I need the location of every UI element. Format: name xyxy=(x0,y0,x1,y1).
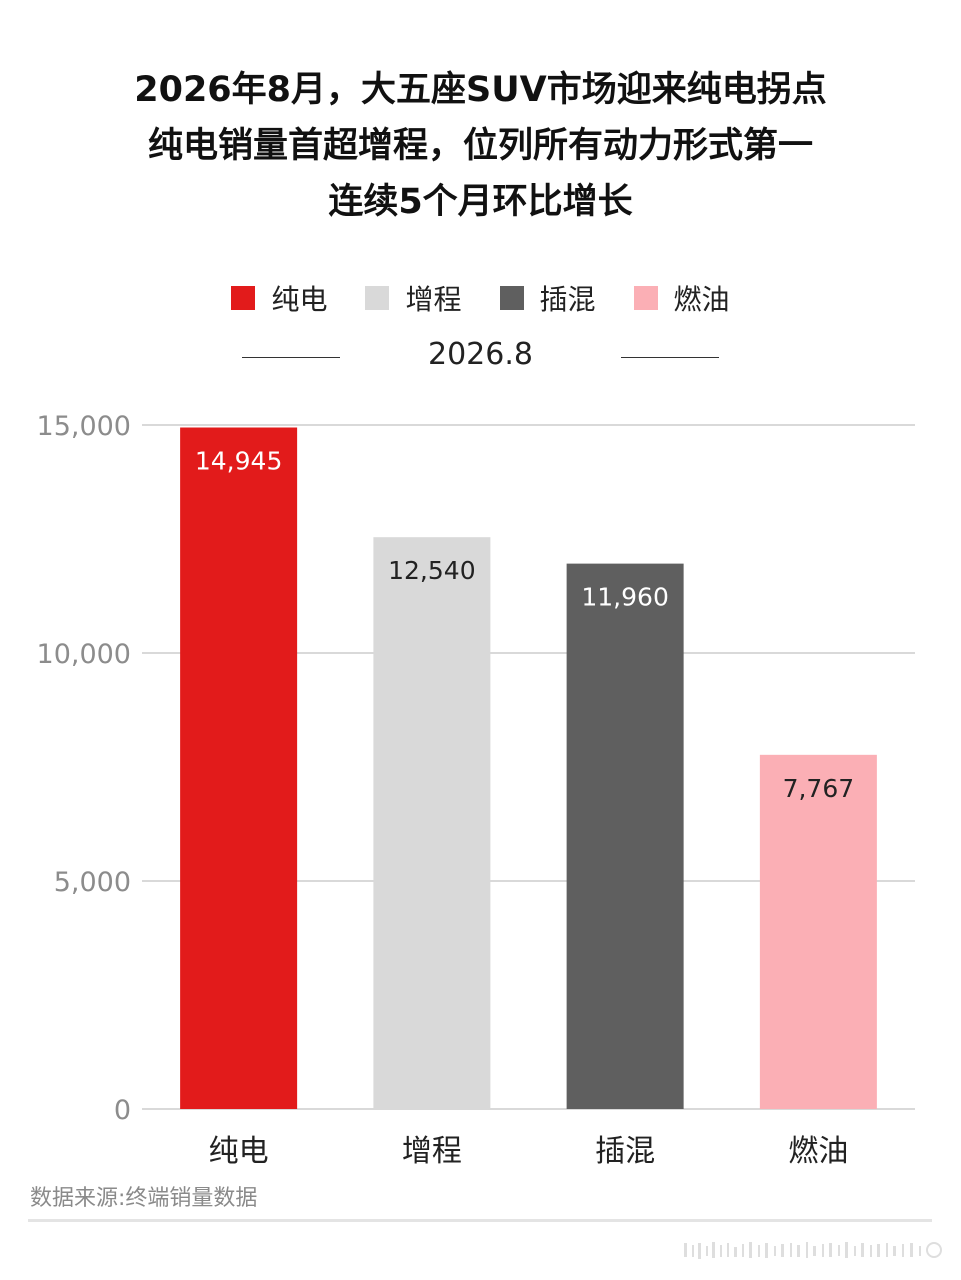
data-label: 14,945 xyxy=(195,447,282,476)
y-tick-label: 10,000 xyxy=(37,639,131,670)
legend-label-bev: 纯电 xyxy=(271,283,328,316)
data-label: 11,960 xyxy=(581,583,668,612)
source-note: 数据来源:终端销量数据 xyxy=(30,1186,258,1211)
legend-item-ice: 燃油 xyxy=(633,278,730,318)
data-label: 12,540 xyxy=(388,556,475,585)
bottom-rule xyxy=(28,1219,932,1222)
x-tick-label: 燃油 xyxy=(788,1134,848,1169)
data-label: 7,767 xyxy=(783,774,855,803)
x-tick-label: 纯电 xyxy=(209,1134,269,1169)
legend: 纯电 增程 插混 燃油 xyxy=(0,276,961,320)
legend-label-erev: 增程 xyxy=(405,283,462,316)
legend-swatch-erev xyxy=(365,286,390,310)
period-header: 2026.8 xyxy=(0,335,961,379)
platform-watermark xyxy=(684,1242,942,1259)
y-tick-label: 15,000 xyxy=(37,411,131,442)
bar xyxy=(373,537,491,1109)
x-tick-label: 插混 xyxy=(595,1134,655,1169)
bar xyxy=(759,754,877,1109)
title-line-1: 2026年8月，大五座SUV市场迎来纯电拐点 xyxy=(134,70,827,110)
legend-item-bev: 纯电 xyxy=(231,278,327,318)
period-label: 2026.8 xyxy=(428,337,533,372)
legend-label-ice: 燃油 xyxy=(673,283,730,316)
bar xyxy=(180,427,298,1109)
bar xyxy=(566,563,684,1109)
legend-label-phev: 插混 xyxy=(539,283,596,316)
x-tick-label: 增程 xyxy=(402,1134,462,1169)
legend-item-erev: 增程 xyxy=(365,278,462,318)
title-line-3: 连续5个月环比增长 xyxy=(328,182,633,222)
bar-chart: 0 5,000 10,000 15,000 14,945 纯电 12,540 增程 11,960… xyxy=(37,411,915,1169)
legend-swatch-ice xyxy=(633,286,658,310)
y-tick-label: 0 xyxy=(114,1095,131,1126)
y-tick-label: 5,000 xyxy=(54,867,131,898)
period-rule-left xyxy=(242,357,340,358)
title-line-2: 纯电销量首超增程，位列所有动力形式第一 xyxy=(147,126,813,166)
legend-item-phev: 插混 xyxy=(499,278,596,318)
chart-title: 2026年8月，大五座SUV市场迎来纯电拐点 纯电销量首超增程，位列所有动力形式… xyxy=(0,62,961,230)
period-rule-right xyxy=(621,357,719,358)
legend-swatch-phev xyxy=(499,286,524,310)
legend-swatch-bev xyxy=(231,286,256,310)
